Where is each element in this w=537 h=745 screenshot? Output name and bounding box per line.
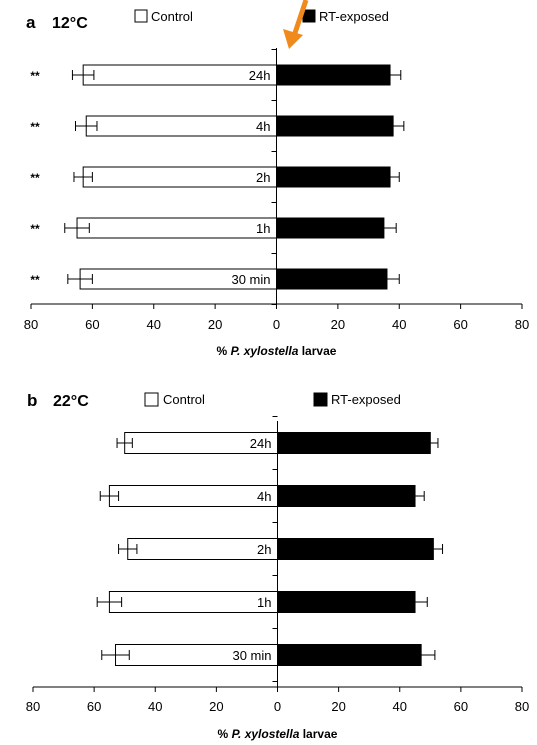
x-tick-label: 0	[273, 317, 280, 332]
exposed-bar	[276, 115, 394, 137]
panel-a-temperature: 12°C	[52, 15, 88, 32]
bar-category-label: 1h	[256, 221, 270, 236]
x-tick-label: 40	[147, 317, 161, 332]
significance-label: **	[30, 69, 40, 83]
significance-label: **	[30, 171, 40, 185]
panel-b-chart: 80 60 40 20 0 20 40 60 80% P. xylostella larvae2…	[26, 416, 529, 741]
exposed-bar	[277, 538, 434, 560]
control-bar	[108, 485, 278, 507]
x-axis-title: % P. xylostella larvae	[217, 344, 337, 358]
significance-label: **	[30, 273, 40, 287]
x-axis-title-suffix: larvae	[299, 727, 337, 741]
bar-category-label: 30 min	[231, 272, 270, 287]
x-axis-title-prefix: %	[217, 344, 231, 358]
bar-category-label: 24h	[250, 436, 272, 451]
x-axis-title-species: P. xylostella	[232, 727, 300, 741]
panel-a-letter: a	[26, 13, 36, 32]
exposed-bar	[277, 485, 416, 507]
panel-b-legend-control-label: Control	[163, 392, 205, 407]
x-tick-label: 40	[148, 699, 162, 714]
panel-a-chart: 80 60 40 20 0 20 40 60 80% P. xylostella larvae2…	[24, 48, 529, 358]
x-axis-title-suffix: larvae	[298, 344, 336, 358]
control-bar	[85, 115, 277, 137]
bar-category-label: 4h	[256, 119, 270, 134]
x-tick-label: 60	[453, 317, 467, 332]
panel-b-temperature: 22°C	[53, 393, 89, 410]
x-tick-label: 20	[208, 317, 222, 332]
control-bar	[76, 217, 277, 239]
x-tick-label: 60	[454, 699, 468, 714]
orange-arrow-icon	[283, 0, 309, 49]
panel-b-legend-control-swatch	[144, 392, 159, 407]
exposed-bar	[276, 64, 391, 86]
control-bar	[82, 166, 277, 188]
panel-a-legend-exposed-label: RT-exposed	[319, 9, 389, 24]
significance-label: **	[30, 120, 40, 134]
exposed-bar	[277, 644, 422, 666]
exposed-bar	[276, 166, 391, 188]
x-tick-label: 80	[26, 699, 40, 714]
bar-category-label: 2h	[257, 542, 271, 557]
bar-category-label: 24h	[249, 68, 271, 83]
exposed-bar	[277, 432, 431, 454]
panel-a-legend-exposed-swatch	[302, 9, 316, 23]
x-tick-label: 0	[274, 699, 281, 714]
x-tick-label: 60	[87, 699, 101, 714]
panel-b-legend-exposed-swatch	[313, 392, 328, 407]
x-tick-label: 20	[209, 699, 223, 714]
panel-a-legend-control-swatch	[134, 9, 148, 23]
panel-b-letter: b	[27, 391, 37, 410]
x-tick-label: 40	[393, 699, 407, 714]
x-tick-label: 20	[331, 317, 345, 332]
control-bar	[82, 64, 277, 86]
exposed-bar	[277, 591, 416, 613]
x-axis-title-species: P. xylostella	[231, 344, 299, 358]
significance-label: **	[30, 222, 40, 236]
panel-b-legend-exposed-label: RT-exposed	[331, 392, 401, 407]
bar-category-label: 4h	[257, 489, 271, 504]
x-tick-label: 40	[392, 317, 406, 332]
x-tick-label: 80	[515, 699, 529, 714]
x-tick-label: 60	[85, 317, 99, 332]
bar-category-label: 30 min	[232, 648, 271, 663]
x-axis-title-prefix: %	[218, 727, 232, 741]
x-tick-label: 80	[515, 317, 529, 332]
control-bar	[127, 538, 279, 560]
x-axis-title: % P. xylostella larvae	[218, 727, 338, 741]
x-tick-label: 80	[24, 317, 38, 332]
bar-category-label: 2h	[256, 170, 270, 185]
control-bar	[108, 591, 278, 613]
panel-a-legend-control-label: Control	[151, 9, 193, 24]
exposed-bar	[276, 217, 385, 239]
x-tick-label: 20	[331, 699, 345, 714]
exposed-bar	[276, 268, 388, 290]
bar-category-label: 1h	[257, 595, 271, 610]
